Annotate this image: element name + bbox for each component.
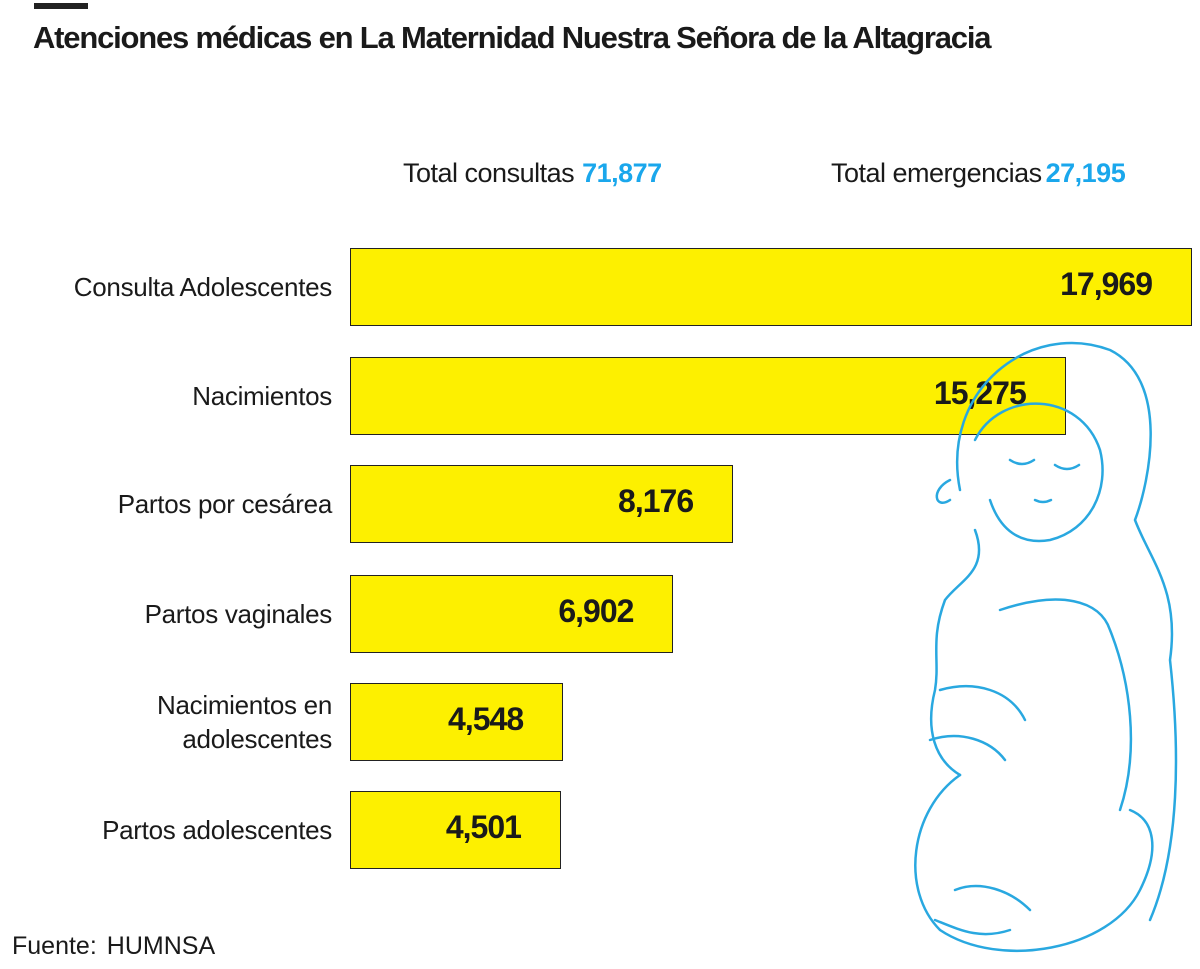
pregnant-woman-illustration xyxy=(914,341,1178,952)
bar xyxy=(350,683,564,761)
source-note: Fuente: HUMNSA xyxy=(12,932,215,961)
category-label: Consulta Adolescentes xyxy=(73,272,333,302)
bar-value-label: 17,969 xyxy=(1060,266,1153,302)
total-consultas: Total consultas 71,877 xyxy=(403,158,662,189)
title-accent-bar xyxy=(34,3,88,9)
category-label: Nacimientos en adolescentes xyxy=(157,690,332,754)
bar-value-label: 15,275 xyxy=(933,375,1027,411)
chart-title: Atenciones médicas en La Maternidad Nues… xyxy=(33,20,992,55)
category-label: Partos vaginales xyxy=(144,599,333,629)
total-consultas-value: 71,877 xyxy=(582,158,662,188)
total-emergencias: Total emergencias 27,195 xyxy=(831,158,1126,189)
total-emergencias-label: Total emergencias xyxy=(831,158,1042,188)
bar xyxy=(350,575,674,653)
source-value: HUMNSA xyxy=(106,932,216,960)
bar xyxy=(350,357,1066,435)
bar xyxy=(350,791,561,869)
category-label: Partos adolescentes xyxy=(102,815,332,845)
bar-value-label: 4,548 xyxy=(448,701,524,737)
bar-value-label: 6,902 xyxy=(558,593,634,629)
bar-value-label: 4,501 xyxy=(445,809,522,845)
bar-value-label: 8,176 xyxy=(618,483,694,519)
bar xyxy=(350,465,734,543)
source-label: Fuente: xyxy=(12,932,97,960)
category-label: Partos por cesárea xyxy=(117,489,333,519)
total-emergencias-value: 27,195 xyxy=(1045,158,1126,188)
total-consultas-label: Total consultas xyxy=(403,158,575,188)
category-label: Nacimientos xyxy=(192,381,332,411)
bar xyxy=(350,248,1192,326)
